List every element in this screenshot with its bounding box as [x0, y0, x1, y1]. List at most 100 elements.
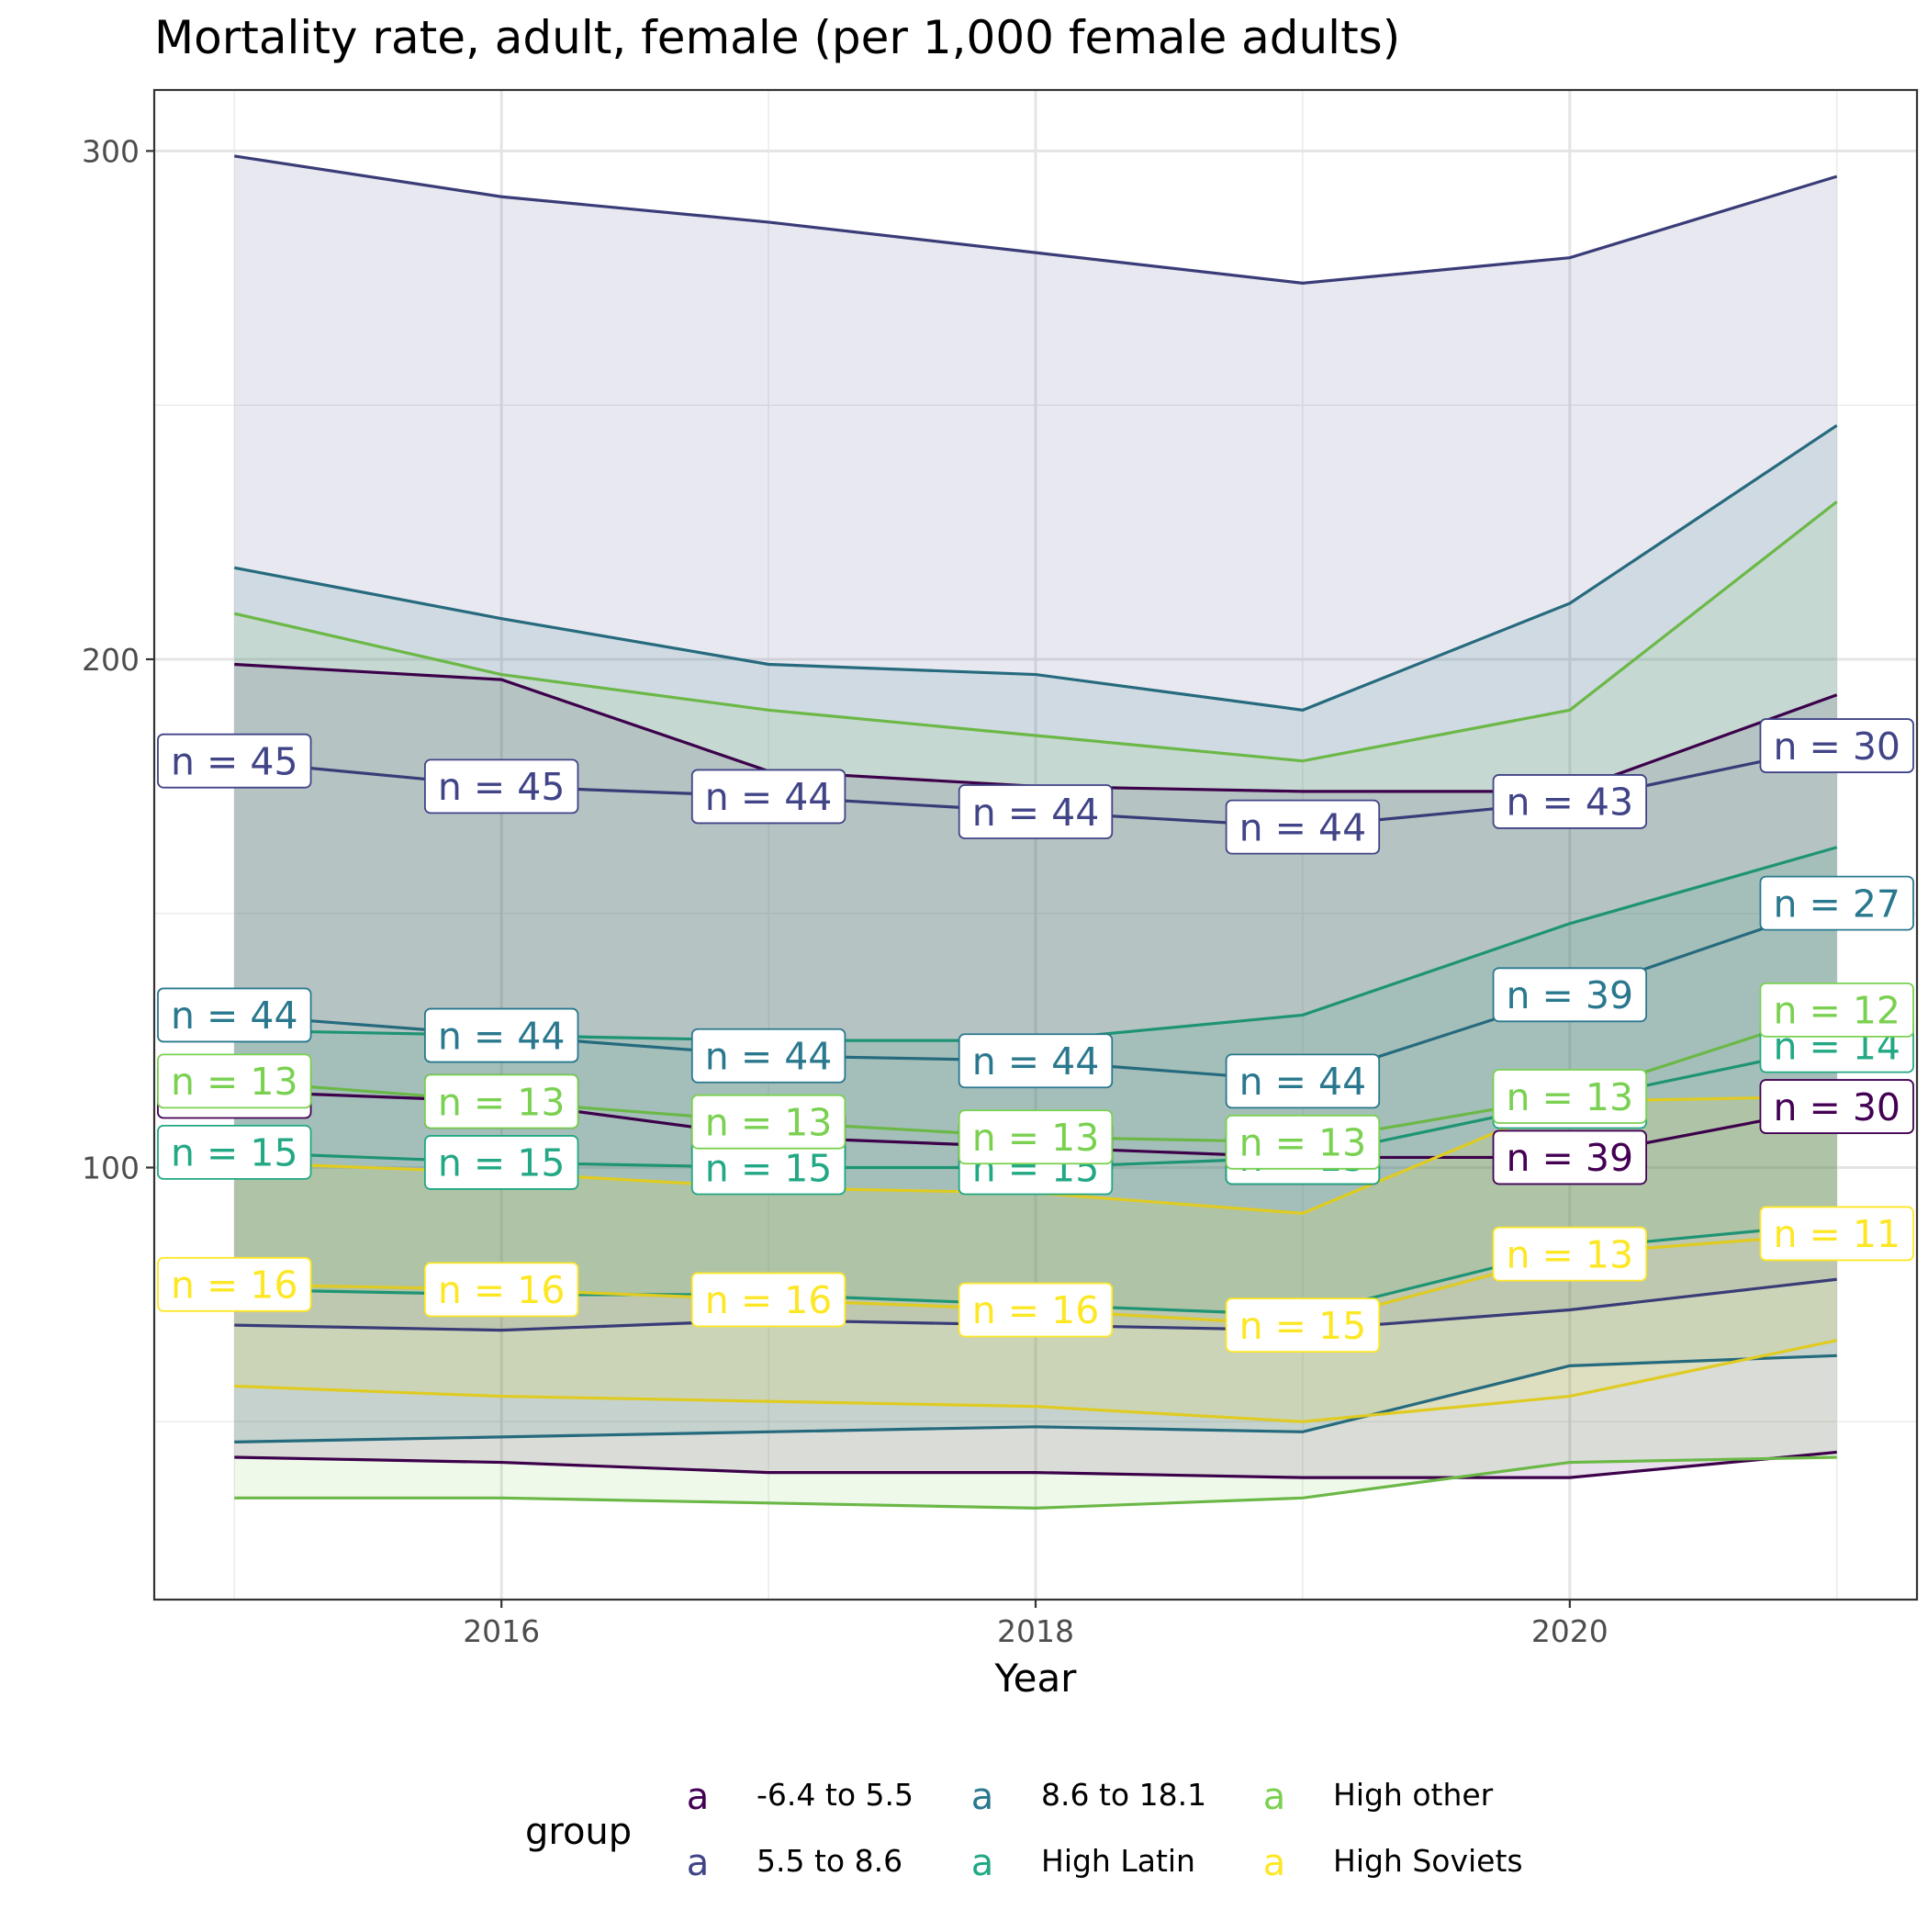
point-label-text: n = 11 — [1773, 1212, 1900, 1256]
point-label: n = 13 — [157, 1053, 312, 1109]
x-tick-label: 2018 — [997, 1613, 1074, 1649]
point-label-text: n = 45 — [438, 765, 566, 809]
point-label-box — [423, 758, 579, 814]
point-label: n = 15 — [157, 1124, 312, 1180]
legend-key: a — [687, 1842, 710, 1884]
legend-key: a — [971, 1776, 994, 1818]
legend-item: a 8.6 to 18.1 — [971, 1776, 1206, 1818]
y-tick-label: 300 — [82, 133, 140, 169]
point-label-box — [958, 1109, 1114, 1165]
point-label: n = 27 — [1759, 875, 1914, 931]
legend-key: a — [1263, 1776, 1286, 1818]
point-label: n = 44 — [157, 987, 312, 1043]
point-label: n = 39 — [1492, 1129, 1648, 1185]
point-label: n = 13 — [690, 1094, 846, 1150]
point-label-text: n = 39 — [1507, 1136, 1634, 1180]
point-label-box — [157, 987, 312, 1043]
point-label-box — [157, 1256, 312, 1312]
point-label-box — [958, 1282, 1114, 1338]
band-High other — [234, 501, 1837, 1509]
point-label: n = 43 — [1492, 774, 1648, 829]
grid-layer — [154, 90, 1917, 1600]
point-label-text: n = 16 — [972, 1288, 1100, 1332]
point-label-box — [1492, 774, 1648, 829]
point-label-text: n = 45 — [171, 739, 298, 783]
legend-label: 8.6 to 18.1 — [1041, 1777, 1206, 1813]
point-label: n = 44 — [1225, 799, 1381, 855]
legend-key: a — [687, 1776, 710, 1818]
legend-label: 5.5 to 8.6 — [757, 1843, 902, 1879]
point-label: n = 16 — [157, 1256, 312, 1312]
series-line-upper-5.5 to 8.6 — [234, 154, 1838, 285]
point-label-text: n = 44 — [171, 994, 298, 1038]
legend-item: a High other — [1263, 1776, 1494, 1818]
band-High Soviets — [234, 1096, 1837, 1422]
legend-item: a High Soviets — [1263, 1842, 1523, 1884]
point-label: n = 39 — [1492, 967, 1648, 1023]
legend-label: High Soviets — [1333, 1843, 1523, 1879]
chart-title: Mortality rate, adult, female (per 1,000… — [154, 11, 1400, 64]
point-label-text: n = 44 — [1239, 1060, 1367, 1104]
point-label-box — [1492, 1069, 1648, 1124]
legend-item: a 5.5 to 8.6 — [687, 1842, 902, 1884]
point-label-box — [1759, 1079, 1914, 1134]
point-label-box — [157, 1124, 312, 1180]
point-label-text: n = 13 — [972, 1116, 1100, 1160]
point-label-text: n = 30 — [1773, 724, 1900, 769]
point-label-box — [157, 1053, 312, 1109]
point-label-text: n = 44 — [972, 791, 1100, 835]
series-line-upper-High other — [233, 500, 1838, 763]
point-label-text: n = 27 — [1773, 882, 1900, 926]
series-line-lower--6.4 to 5.5 — [234, 1450, 1837, 1479]
point-label-box — [423, 1073, 579, 1129]
point-label-box — [1225, 799, 1381, 855]
series-line-lower-8.6 to 18.1 — [234, 1354, 1837, 1444]
point-label: n = 11 — [1759, 1206, 1914, 1262]
point-label-box — [690, 1272, 846, 1328]
point-label-text: n = 15 — [171, 1131, 298, 1175]
point-label-text: n = 30 — [1773, 1085, 1900, 1129]
point-label: n = 30 — [1759, 718, 1914, 773]
point-label: n = 45 — [157, 733, 312, 789]
y-tick-label: 100 — [82, 1150, 140, 1185]
point-label-box — [423, 1262, 579, 1318]
point-label-text: n = 44 — [705, 1034, 833, 1078]
series-line-upper-8.6 to 18.1 — [233, 424, 1838, 712]
point-label-text: n = 39 — [1507, 973, 1634, 1017]
point-label-text: n = 13 — [1239, 1121, 1367, 1165]
point-label-text: n = 13 — [438, 1080, 566, 1124]
x-tick-label: 2020 — [1531, 1613, 1609, 1649]
point-label-text: n = 44 — [438, 1014, 566, 1058]
x-axis-title: Year — [994, 1656, 1078, 1701]
point-label-box — [1759, 875, 1914, 931]
point-label: n = 13 — [423, 1073, 579, 1129]
point-label-box — [690, 1028, 846, 1084]
point-label-text: n = 13 — [1507, 1075, 1634, 1119]
point-label-text: n = 44 — [705, 775, 833, 819]
point-label-text: n = 43 — [1507, 781, 1634, 825]
legend-label: High other — [1333, 1777, 1494, 1813]
point-label-text: n = 15 — [705, 1146, 833, 1190]
point-label-text: n = 44 — [972, 1039, 1100, 1084]
point-label-text: n = 13 — [1507, 1232, 1634, 1276]
point-label: n = 44 — [690, 769, 846, 825]
legend-item: a High Latin — [971, 1842, 1195, 1884]
point-label-text: n = 13 — [171, 1060, 298, 1104]
point-label-box — [423, 1135, 579, 1190]
point-label-box — [1759, 718, 1914, 773]
point-label-text: n = 16 — [705, 1278, 833, 1322]
point-label-text: n = 13 — [705, 1100, 833, 1144]
point-label-text: n = 16 — [171, 1264, 298, 1308]
legend-item: a -6.4 to 5.5 — [687, 1776, 914, 1818]
point-label: n = 12 — [1759, 982, 1914, 1038]
legend-title: group — [525, 1811, 632, 1853]
point-label-text: n = 44 — [1239, 805, 1367, 849]
point-label: n = 16 — [958, 1282, 1114, 1338]
point-label: n = 13 — [1225, 1114, 1381, 1170]
point-label-text: n = 15 — [1239, 1304, 1367, 1348]
x-tick-label: 2016 — [463, 1613, 540, 1649]
series-line-lower-High Soviets — [234, 1339, 1838, 1423]
point-label: n = 13 — [1492, 1226, 1648, 1282]
